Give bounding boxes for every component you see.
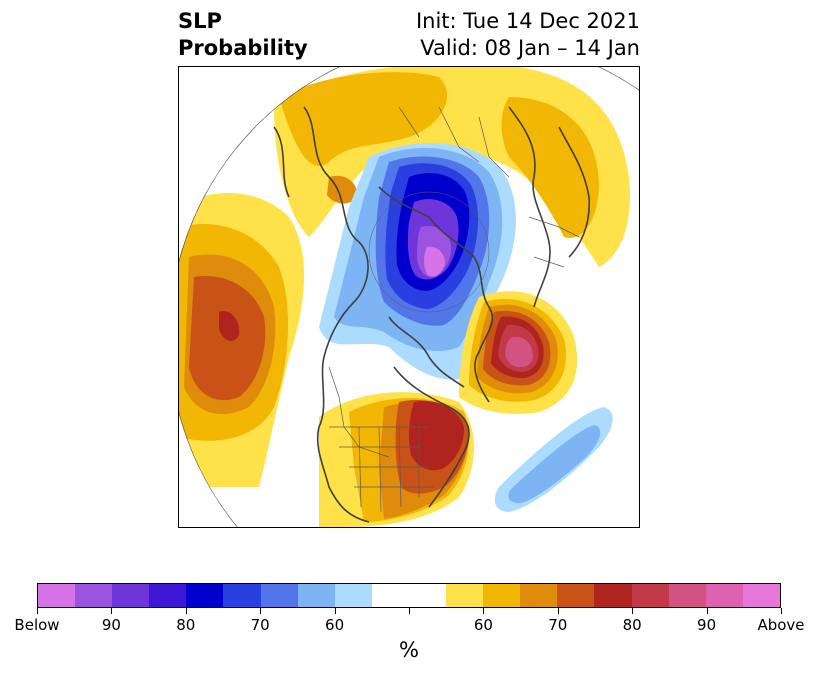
colorbar-segment [446, 584, 484, 607]
colorbar-segment [594, 584, 632, 607]
latitude-circle-inner [368, 191, 490, 313]
colorbar-segment [297, 584, 335, 607]
title-right: Init: Tue 14 Dec 2021 Valid: 08 Jan – 14… [416, 8, 640, 62]
colorbar-segment [408, 584, 447, 607]
colorbar-segment [631, 584, 669, 607]
valid-range: Valid: 08 Jan – 14 Jan [420, 36, 640, 60]
country-borders [328, 106, 580, 513]
colorbar-segment [668, 584, 706, 607]
colorbar-tick-label: Below [14, 616, 60, 634]
colorbar-segment [75, 584, 113, 607]
colorbar-segment [38, 584, 76, 607]
colorbar-segment [742, 584, 780, 607]
coastlines [273, 106, 590, 523]
polar-map [178, 66, 640, 528]
colorbar-segment [334, 584, 372, 607]
colorbar-tick [482, 608, 484, 614]
colorbar-segment [483, 584, 521, 607]
anomaly-eurasia-orange [279, 72, 448, 166]
colorbar-tick-label: 80 [622, 616, 642, 634]
colorbar-tick-label: 60 [473, 616, 493, 634]
colorbar [37, 583, 781, 608]
colorbar-segment [705, 584, 743, 607]
colorbar-tick-label: 90 [101, 616, 121, 634]
title-left: SLP Probability [178, 8, 308, 62]
colorbar-tick-label: 70 [548, 616, 568, 634]
colorbar-segment [149, 584, 187, 607]
colorbar-tick [36, 608, 38, 614]
colorbar-tick-label: Above [757, 616, 805, 634]
title-variable: SLP [178, 9, 222, 33]
colorbar-tick [631, 608, 633, 614]
map-svg [179, 67, 639, 527]
title-metric: Probability [178, 36, 308, 60]
anomaly-atlantic-pink [505, 336, 533, 368]
colorbar-segment [186, 584, 224, 607]
colorbar-tick [110, 608, 112, 614]
colorbar-tick-label: 80 [176, 616, 196, 634]
colorbar-tick [408, 608, 410, 614]
colorbar-tick-label: 90 [697, 616, 717, 634]
colorbar-segment [112, 584, 150, 607]
colorbar-tick [780, 608, 782, 614]
colorbar-tick [557, 608, 559, 614]
colorbar-tick-label: 60 [325, 616, 345, 634]
colorbar-unit: % [399, 638, 419, 662]
colorbar-segment [371, 584, 409, 607]
colorbar-segment [520, 584, 558, 607]
colorbar-tick [334, 608, 336, 614]
colorbar-tick [259, 608, 261, 614]
colorbar-tick-label: 70 [250, 616, 270, 634]
anomaly-central-atlantic-blue [508, 425, 601, 504]
init-date: Init: Tue 14 Dec 2021 [415, 9, 640, 33]
anomaly-us-crimson [408, 400, 465, 471]
anomaly-arctic-core [424, 246, 445, 277]
colorbar-segment [557, 584, 595, 607]
anomaly-pacific-core [219, 311, 240, 341]
colorbar-tick [706, 608, 708, 614]
colorbar-segment [260, 584, 298, 607]
colorbar-segment [223, 584, 261, 607]
colorbar-tick [185, 608, 187, 614]
